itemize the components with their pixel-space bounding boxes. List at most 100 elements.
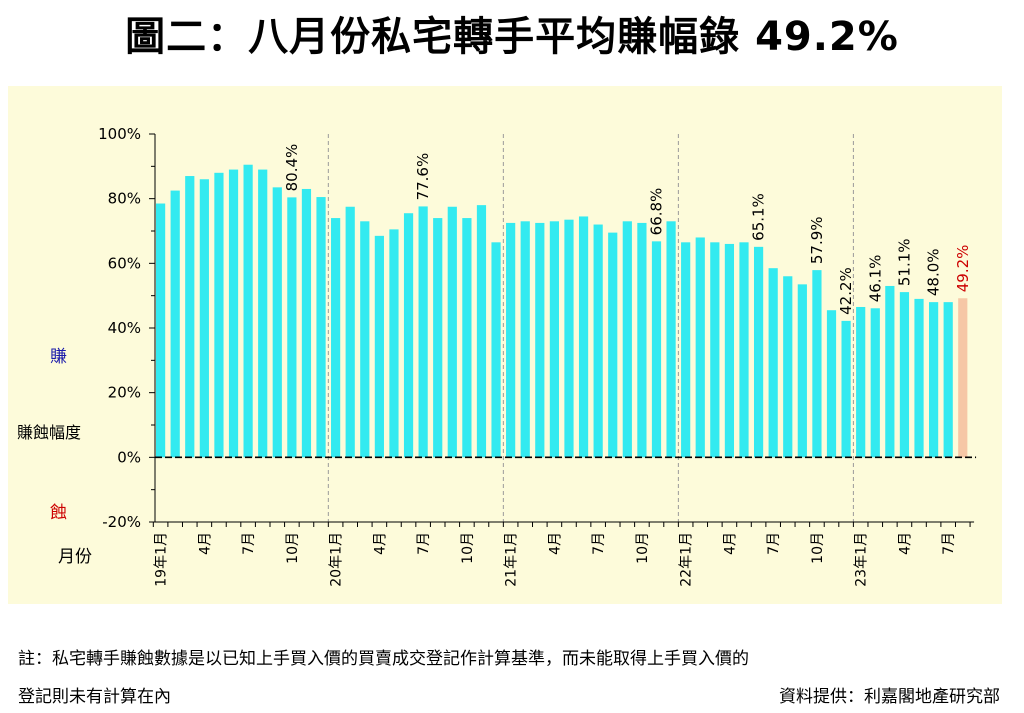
plot-panel: 100% 80% 60% 40% 20% 0% -20% 19年1月 4月 7月 10月 20年1月… <box>8 86 1002 604</box>
bar <box>943 302 953 458</box>
chart-title: 圖二：八月份私宅轉手平均賺幅錄 49.2% <box>125 14 899 60</box>
bar <box>535 222 545 458</box>
gain-label: 賺 <box>50 347 67 367</box>
bar <box>681 242 691 458</box>
bar <box>476 205 487 458</box>
x-tick-label: 4月 <box>547 532 563 555</box>
bar <box>666 221 676 458</box>
bar <box>374 235 384 458</box>
bar <box>462 218 472 458</box>
bar <box>549 221 559 458</box>
bar <box>287 197 297 458</box>
bar <box>258 169 268 458</box>
x-tick-label: 7月 <box>941 532 957 555</box>
bar <box>695 237 705 458</box>
loss-label: 蝕 <box>50 503 67 523</box>
x-tick-label: 7月 <box>241 532 257 555</box>
data-label: 42.2% <box>837 267 855 315</box>
x-tick-label: 4月 <box>197 532 213 555</box>
bar <box>403 213 414 458</box>
x-axis-label: 月份 <box>58 547 92 567</box>
bar <box>418 206 428 458</box>
bar <box>228 169 239 458</box>
bar <box>360 221 370 458</box>
bar <box>170 190 180 458</box>
bar <box>812 270 822 458</box>
bar <box>783 276 793 458</box>
bar <box>753 246 764 458</box>
y-tick-label: 100% <box>98 125 141 143</box>
bar <box>491 242 501 458</box>
bar <box>651 241 662 458</box>
y-tick-label: 60% <box>108 254 141 272</box>
x-tick-label: 7月 <box>416 532 432 555</box>
y-tick-label: -20% <box>102 513 141 531</box>
bar <box>272 187 282 458</box>
bar <box>301 188 312 458</box>
bar <box>447 206 457 458</box>
bar <box>185 176 195 458</box>
bar <box>870 308 880 458</box>
bar <box>316 197 326 458</box>
bar-chart: 100% 80% 60% 40% 20% 0% -20% 19年1月 4月 7月 10月 20年1月… <box>17 125 977 587</box>
bar <box>345 206 355 458</box>
bar <box>622 221 632 458</box>
bar <box>506 222 516 458</box>
y-tick-label: 80% <box>108 190 141 208</box>
bar <box>389 229 399 458</box>
bar <box>856 306 866 458</box>
data-label: 49.2% <box>954 245 972 293</box>
source-credit: 資料提供：利嘉閣地產研究部 <box>779 687 1000 707</box>
x-tick-label: 19年1月 <box>154 532 170 587</box>
x-tick-label: 21年1月 <box>504 532 520 587</box>
bar <box>710 242 720 458</box>
x-tick-label: 7月 <box>591 532 607 555</box>
x-tick-label: 10月 <box>635 532 651 564</box>
bar <box>637 222 647 458</box>
footnote-line-1: 註：私宅轉手賺蝕數據是以已知上手買入價的買賣成交登記作計算基準，而未能取得上手買… <box>18 649 749 669</box>
bar <box>608 232 618 458</box>
y-tick-label: 40% <box>108 319 141 337</box>
data-label: 51.1% <box>895 238 913 286</box>
bar <box>199 179 209 458</box>
bar <box>841 320 851 458</box>
bar <box>331 218 341 458</box>
bar <box>958 298 968 458</box>
bar <box>929 302 939 458</box>
data-label: 66.8% <box>647 188 665 236</box>
data-label: 46.1% <box>866 255 884 303</box>
bar <box>433 218 443 458</box>
x-tick-label: 4月 <box>897 532 913 555</box>
bar <box>520 221 530 458</box>
data-label: 48.0% <box>925 248 943 296</box>
bar <box>243 164 253 458</box>
bar <box>885 285 895 458</box>
data-label: 65.1% <box>750 193 768 241</box>
bar <box>914 298 924 458</box>
bar <box>826 310 837 458</box>
x-tick-label: 23年1月 <box>854 532 870 587</box>
x-tick-label: 22年1月 <box>679 532 695 587</box>
x-tick-label: 10月 <box>810 532 826 564</box>
y-tick-label: 0% <box>117 448 141 466</box>
data-label: 57.9% <box>808 216 826 264</box>
bar <box>214 172 224 458</box>
data-label: 80.4% <box>283 144 301 192</box>
bar <box>578 216 589 458</box>
bar <box>768 268 778 458</box>
bar <box>156 203 166 458</box>
bar <box>797 284 807 458</box>
y-axis-label: 賺蝕幅度 <box>17 423 81 442</box>
bar <box>593 224 603 458</box>
bar <box>724 243 735 458</box>
y-tick-label: 20% <box>108 384 141 402</box>
x-tick-label: 10月 <box>285 532 301 564</box>
bar <box>899 292 910 458</box>
x-tick-label: 4月 <box>372 532 388 555</box>
x-tick-label: 7月 <box>766 532 782 555</box>
x-tick-label: 20年1月 <box>329 532 345 587</box>
bar <box>564 219 574 458</box>
data-label: 77.6% <box>414 153 432 201</box>
bar <box>739 242 749 458</box>
footnote-line-2: 登記則未有計算在內 <box>18 687 171 707</box>
